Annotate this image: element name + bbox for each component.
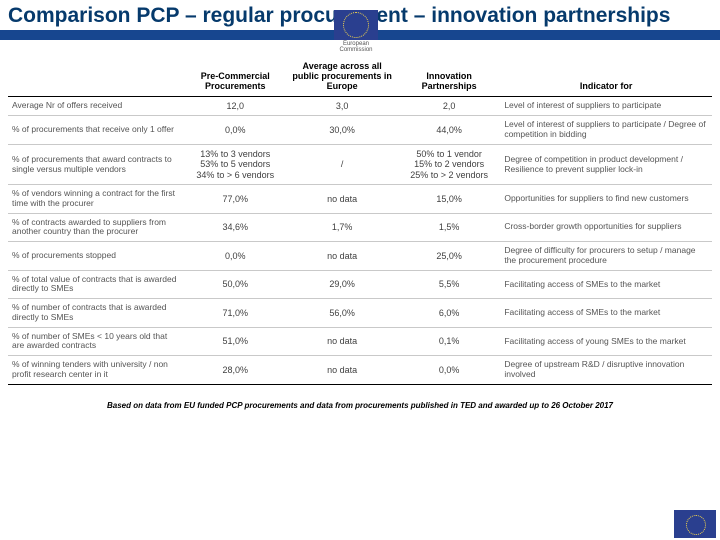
comparison-table: Pre-Commercial Procurements Average acro… [8, 58, 712, 385]
cell-indicator: Level of interest of suppliers to partic… [500, 116, 712, 145]
cell-pcp: 12,0 [184, 97, 286, 116]
cell-reg: / [286, 145, 397, 185]
row-label: % of vendors winning a contract for the … [8, 185, 184, 214]
cell-pcp: 13% to 3 vendors 53% to 5 vendors 34% to… [184, 145, 286, 185]
row-label: % of number of SMEs < 10 years old that … [8, 327, 184, 356]
cell-ip: 25,0% [398, 242, 500, 271]
cell-pcp: 28,0% [184, 356, 286, 385]
row-label: % of winning tenders with university / n… [8, 356, 184, 385]
col-header-ip: Innovation Partnerships [398, 58, 500, 97]
table-row: % of total value of contracts that is aw… [8, 270, 712, 299]
row-label: Average Nr of offers received [8, 97, 184, 116]
cell-pcp: 51,0% [184, 327, 286, 356]
row-label: % of contracts awarded to suppliers from… [8, 213, 184, 242]
table-row: % of procurements that receive only 1 of… [8, 116, 712, 145]
table-row: % of number of SMEs < 10 years old that … [8, 327, 712, 356]
row-label: % of total value of contracts that is aw… [8, 270, 184, 299]
cell-indicator: Degree of competition in product develop… [500, 145, 712, 185]
cell-reg: 1,7% [286, 213, 397, 242]
row-label: % of number of contracts that is awarded… [8, 299, 184, 328]
cell-indicator: Facilitating access of SMEs to the marke… [500, 270, 712, 299]
col-header-reg: Average across all public procurements i… [286, 58, 397, 97]
cell-indicator: Degree of upstream R&D / disruptive inno… [500, 356, 712, 385]
footnote: Based on data from EU funded PCP procure… [0, 401, 720, 410]
table-row: % of procurements that award contracts t… [8, 145, 712, 185]
table-header-row: Pre-Commercial Procurements Average acro… [8, 58, 712, 97]
cell-reg: 30,0% [286, 116, 397, 145]
col-header-indicator: Indicator for [500, 58, 712, 97]
cell-pcp: 34,6% [184, 213, 286, 242]
col-header-pcp: Pre-Commercial Procurements [184, 58, 286, 97]
cell-pcp: 71,0% [184, 299, 286, 328]
cell-ip: 2,0 [398, 97, 500, 116]
eu-flag-corner-icon [674, 510, 716, 538]
cell-pcp: 77,0% [184, 185, 286, 214]
cell-indicator: Opportunities for suppliers to find new … [500, 185, 712, 214]
cell-reg: 29,0% [286, 270, 397, 299]
cell-ip: 5,5% [398, 270, 500, 299]
cell-reg: 3,0 [286, 97, 397, 116]
table-row: % of vendors winning a contract for the … [8, 185, 712, 214]
cell-reg: no data [286, 242, 397, 271]
cell-reg: no data [286, 327, 397, 356]
table-row: % of procurements stopped0,0%no data25,0… [8, 242, 712, 271]
cell-ip: 0,0% [398, 356, 500, 385]
row-label: % of procurements that receive only 1 of… [8, 116, 184, 145]
cell-ip: 6,0% [398, 299, 500, 328]
cell-pcp: 0,0% [184, 242, 286, 271]
row-label: % of procurements stopped [8, 242, 184, 271]
eu-flag-icon [334, 10, 378, 40]
cell-ip: 44,0% [398, 116, 500, 145]
cell-indicator: Facilitating access of young SMEs to the… [500, 327, 712, 356]
cell-ip: 15,0% [398, 185, 500, 214]
cell-pcp: 50,0% [184, 270, 286, 299]
ec-logo-label: European Commission [339, 41, 372, 53]
comparison-table-wrap: Pre-Commercial Procurements Average acro… [0, 40, 720, 387]
table-row: Average Nr of offers received12,03,02,0L… [8, 97, 712, 116]
cell-ip: 1,5% [398, 213, 500, 242]
cell-pcp: 0,0% [184, 116, 286, 145]
table-row: % of contracts awarded to suppliers from… [8, 213, 712, 242]
cell-indicator: Facilitating access of SMEs to the marke… [500, 299, 712, 328]
table-row: % of winning tenders with university / n… [8, 356, 712, 385]
cell-reg: no data [286, 356, 397, 385]
col-header-label [8, 58, 184, 97]
cell-reg: no data [286, 185, 397, 214]
cell-indicator: Level of interest of suppliers to partic… [500, 97, 712, 116]
cell-ip: 50% to 1 vendor 15% to 2 vendors 25% to … [398, 145, 500, 185]
cell-indicator: Cross-border growth opportunities for su… [500, 213, 712, 242]
ec-logo: European Commission [320, 10, 392, 58]
row-label: % of procurements that award contracts t… [8, 145, 184, 185]
cell-ip: 0,1% [398, 327, 500, 356]
cell-indicator: Degree of difficulty for procurers to se… [500, 242, 712, 271]
table-row: % of number of contracts that is awarded… [8, 299, 712, 328]
cell-reg: 56,0% [286, 299, 397, 328]
